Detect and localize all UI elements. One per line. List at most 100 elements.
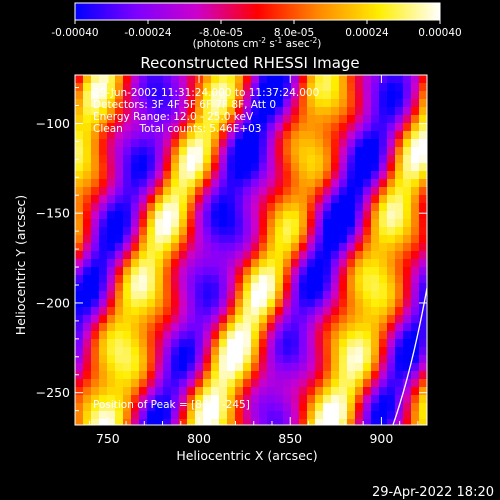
image-pixel <box>139 355 148 364</box>
image-pixel <box>75 403 84 412</box>
image-pixel <box>139 179 148 188</box>
image-pixel <box>379 395 388 404</box>
image-pixel <box>267 211 276 220</box>
image-pixel <box>211 299 220 308</box>
image-pixel <box>291 139 300 148</box>
image-pixel <box>323 331 332 340</box>
image-pixel <box>83 275 92 284</box>
image-pixel <box>163 115 172 124</box>
image-pixel <box>291 203 300 212</box>
image-pixel <box>419 107 427 116</box>
image-pixel <box>219 139 228 148</box>
image-pixel <box>123 171 132 180</box>
image-pixel <box>115 195 124 204</box>
image-pixel <box>315 419 324 425</box>
image-pixel <box>331 171 340 180</box>
image-pixel <box>195 371 204 380</box>
image-pixel <box>403 123 412 132</box>
image-pixel <box>139 307 148 316</box>
image-pixel <box>131 123 140 132</box>
image-pixel <box>75 219 84 228</box>
image-pixel <box>195 355 204 364</box>
image-pixel <box>75 227 84 236</box>
image-pixel <box>307 115 316 124</box>
image-pixel <box>315 147 324 156</box>
image-pixel <box>147 323 156 332</box>
image-pixel <box>203 411 212 420</box>
image-pixel <box>99 75 108 84</box>
image-pixel <box>363 107 372 116</box>
image-pixel <box>219 155 228 164</box>
image-pixel <box>243 147 252 156</box>
image-pixel <box>307 339 316 348</box>
image-pixel <box>371 387 380 396</box>
image-pixel <box>299 267 308 276</box>
image-pixel <box>227 163 236 172</box>
image-pixel <box>83 171 92 180</box>
image-pixel <box>139 91 148 100</box>
image-pixel <box>83 187 92 196</box>
image-pixel <box>219 347 228 356</box>
image-pixel <box>211 419 220 425</box>
image-pixel <box>259 371 268 380</box>
image-pixel <box>259 211 268 220</box>
image-pixel <box>363 411 372 420</box>
image-pixel <box>195 251 204 260</box>
image-pixel <box>387 355 396 364</box>
image-pixel <box>219 395 228 404</box>
image-pixel <box>131 387 140 396</box>
image-pixel <box>371 203 380 212</box>
image-pixel <box>115 187 124 196</box>
image-pixel <box>219 211 228 220</box>
image-pixel <box>243 99 252 108</box>
image-pixel <box>235 139 244 148</box>
image-pixel <box>187 75 196 84</box>
image-pixel <box>315 83 324 92</box>
image-pixel <box>363 267 372 276</box>
image-pixel <box>227 123 236 132</box>
image-pixel <box>243 203 252 212</box>
image-pixel <box>107 331 116 340</box>
image-pixel <box>147 395 156 404</box>
image-pixel <box>267 235 276 244</box>
image-pixel <box>315 227 324 236</box>
image-pixel <box>147 99 156 108</box>
image-pixel <box>219 307 228 316</box>
image-pixel <box>307 251 316 260</box>
image-pixel <box>371 187 380 196</box>
image-pixel <box>115 91 124 100</box>
image-pixel <box>299 131 308 140</box>
image-pixel <box>235 203 244 212</box>
image-pixel <box>243 363 252 372</box>
image-pixel <box>267 259 276 268</box>
image-pixel <box>163 235 172 244</box>
image-pixel <box>379 123 388 132</box>
image-pixel <box>139 123 148 132</box>
image-pixel <box>131 339 140 348</box>
image-pixel <box>131 115 140 124</box>
image-pixel <box>235 291 244 300</box>
image-pixel <box>371 379 380 388</box>
image-pixel <box>363 179 372 188</box>
image-pixel <box>331 91 340 100</box>
image-pixel <box>235 307 244 316</box>
image-pixel <box>171 171 180 180</box>
image-pixel <box>155 83 164 92</box>
image-pixel <box>291 107 300 116</box>
image-pixel <box>187 243 196 252</box>
image-pixel <box>139 219 148 228</box>
image-pixel <box>315 379 324 388</box>
image-pixel <box>75 419 84 425</box>
image-pixel <box>259 275 268 284</box>
image-pixel <box>363 75 372 84</box>
image-pixel <box>219 131 228 140</box>
image-pixel <box>83 115 92 124</box>
image-pixel <box>155 235 164 244</box>
image-pixel <box>83 163 92 172</box>
image-pixel <box>243 275 252 284</box>
image-pixel <box>251 131 260 140</box>
image-pixel <box>323 379 332 388</box>
image-pixel <box>315 331 324 340</box>
image-pixel <box>419 371 427 380</box>
image-pixel <box>251 331 260 340</box>
